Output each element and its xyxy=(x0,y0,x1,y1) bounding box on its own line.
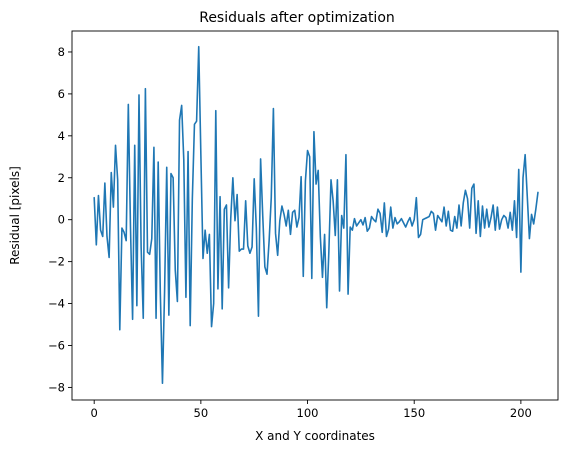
y-tick-label: 2 xyxy=(58,171,65,185)
chart-title: Residuals after optimization xyxy=(199,10,395,26)
y-axis: −8 −6 −4 −2 0 2 4 6 8 xyxy=(48,45,72,394)
series-line xyxy=(93,45,539,385)
y-tick-label: −4 xyxy=(48,297,65,311)
y-axis-label: Residual [pixels] xyxy=(8,166,22,265)
y-tick-label: 0 xyxy=(58,213,65,227)
x-axis-label: X and Y coordinates xyxy=(255,429,375,443)
y-tick-label: 8 xyxy=(58,45,65,59)
x-tick-label: 100 xyxy=(297,406,319,420)
plot-frame xyxy=(71,30,559,401)
x-tick-label: 0 xyxy=(91,406,98,420)
x-tick-label: 200 xyxy=(510,406,532,420)
y-tick-label: −2 xyxy=(48,255,65,269)
y-tick-label: 6 xyxy=(58,87,65,101)
y-tick-label: −8 xyxy=(48,380,65,394)
y-tick-label: 4 xyxy=(58,129,65,143)
x-tick-label: 150 xyxy=(403,406,425,420)
x-tick-label: 50 xyxy=(194,406,209,420)
y-tick-label: −6 xyxy=(48,338,65,352)
x-axis: 0 50 100 150 200 xyxy=(91,400,532,420)
